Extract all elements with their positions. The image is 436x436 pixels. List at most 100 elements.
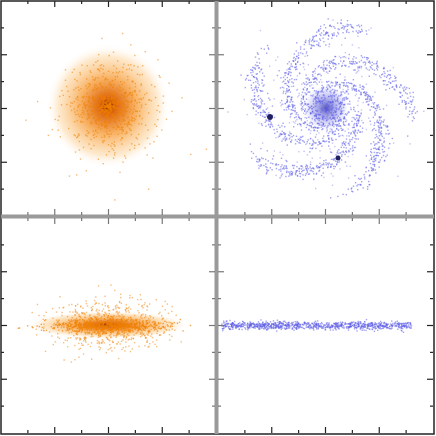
particle: [129, 308, 132, 310]
particle: [324, 99, 326, 101]
particle: [315, 77, 318, 79]
particle: [106, 125, 109, 128]
particle: [106, 338, 109, 340]
particle: [118, 315, 121, 317]
particle: [378, 130, 380, 132]
particle: [107, 315, 109, 317]
particle: [273, 327, 275, 330]
particle: [104, 96, 106, 98]
particle: [339, 86, 341, 88]
particle: [232, 322, 234, 324]
particle: [261, 103, 263, 105]
particle: [79, 158, 82, 160]
particle: [117, 313, 119, 315]
particle: [151, 336, 154, 339]
particle: [364, 93, 367, 95]
particle: [287, 323, 289, 325]
particle: [143, 333, 145, 335]
particle: [114, 305, 117, 307]
particle: [82, 344, 84, 346]
particle: [405, 327, 407, 329]
particle: [79, 322, 81, 325]
particle: [323, 64, 325, 66]
particle: [370, 166, 372, 169]
particle: [330, 173, 332, 175]
particle: [124, 324, 126, 326]
particle: [116, 310, 118, 312]
particle: [119, 319, 121, 321]
particle: [256, 65, 258, 67]
particle: [107, 101, 109, 103]
particle: [80, 305, 82, 307]
particle: [88, 99, 90, 101]
particle: [249, 325, 251, 327]
particle: [272, 323, 274, 325]
particle: [127, 122, 129, 124]
particle: [312, 35, 314, 38]
particle: [72, 311, 74, 313]
particle: [287, 68, 290, 70]
particle: [330, 60, 332, 62]
particle: [108, 318, 111, 320]
particle: [343, 82, 345, 84]
particle: [43, 319, 46, 322]
particle: [346, 165, 348, 167]
particle: [300, 326, 302, 329]
particle: [337, 84, 339, 86]
particle: [112, 341, 114, 343]
particle: [324, 324, 326, 327]
particle: [116, 75, 119, 78]
particle: [352, 136, 354, 139]
particle: [314, 81, 316, 83]
particle: [109, 347, 111, 350]
particle: [179, 318, 181, 321]
particle: [98, 124, 100, 126]
particle: [247, 74, 249, 77]
particle: [345, 84, 347, 87]
particle: [328, 325, 330, 328]
particle: [284, 82, 286, 85]
particle: [348, 31, 350, 34]
particle: [89, 345, 92, 348]
particle: [97, 327, 99, 329]
particle: [110, 99, 112, 101]
particle: [226, 323, 228, 325]
particle: [118, 322, 121, 324]
particle: [373, 160, 376, 162]
particle: [124, 320, 127, 322]
particle: [396, 323, 398, 325]
particle: [281, 133, 283, 135]
particle: [273, 324, 275, 327]
particle: [105, 351, 107, 354]
particle: [98, 95, 100, 98]
particle: [308, 124, 310, 127]
particle: [363, 326, 365, 328]
particle: [134, 118, 137, 121]
particle: [77, 133, 80, 135]
particle: [351, 44, 354, 46]
particle: [127, 104, 129, 106]
particle: [260, 326, 262, 328]
particle: [101, 109, 104, 111]
particle: [102, 101, 105, 103]
particle: [113, 334, 115, 337]
particle: [265, 163, 267, 165]
particle: [250, 87, 253, 89]
particle: [275, 323, 277, 326]
particle: [349, 324, 351, 326]
particle: [70, 324, 72, 326]
particle: [103, 136, 106, 138]
particle: [157, 59, 159, 61]
particle: [357, 68, 359, 70]
particle: [163, 332, 165, 334]
particle: [77, 96, 79, 99]
particle: [102, 106, 104, 108]
particle: [113, 321, 116, 324]
particle: [113, 329, 116, 332]
particle: [294, 139, 297, 141]
particle: [387, 83, 389, 86]
particle: [227, 111, 229, 113]
particle: [332, 88, 334, 91]
particle: [294, 107, 296, 109]
particle: [86, 322, 88, 325]
